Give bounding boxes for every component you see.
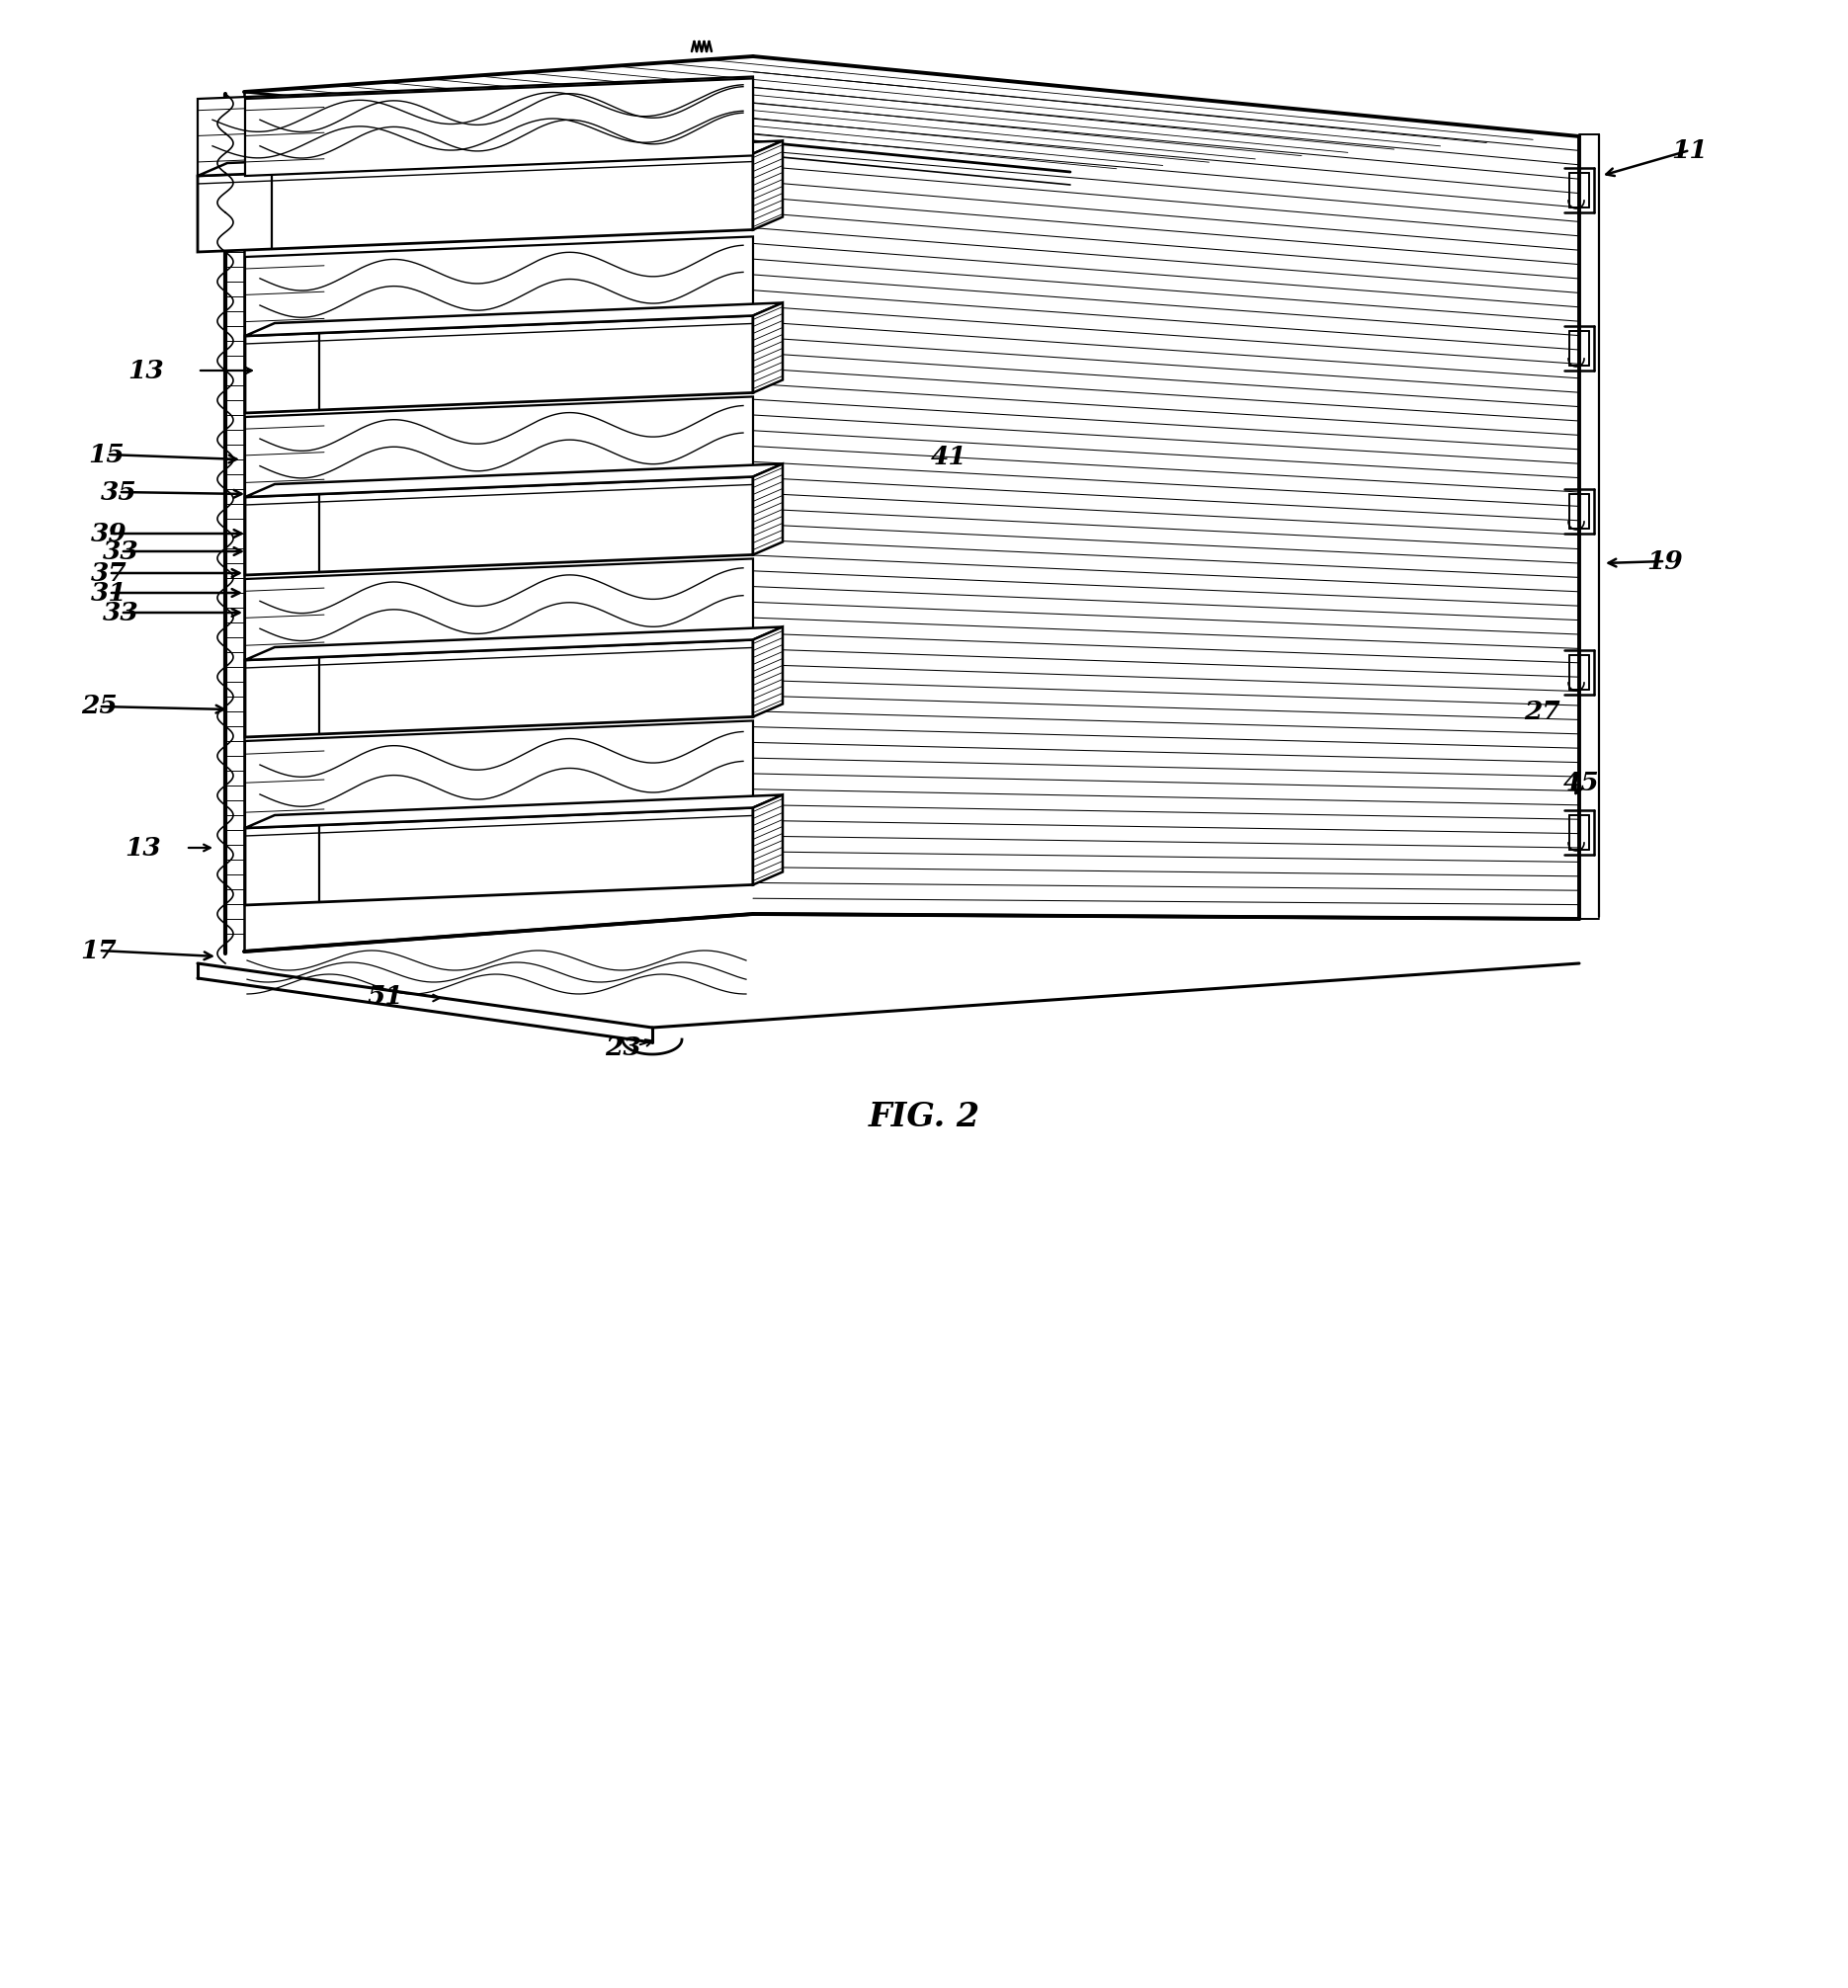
Polygon shape	[246, 477, 752, 575]
Polygon shape	[246, 463, 784, 497]
Polygon shape	[246, 807, 752, 905]
Text: 45: 45	[1563, 769, 1599, 795]
Text: 19: 19	[1647, 549, 1684, 575]
Text: 27: 27	[1523, 700, 1560, 724]
Polygon shape	[246, 626, 784, 660]
Polygon shape	[246, 316, 752, 414]
Polygon shape	[752, 626, 784, 718]
Polygon shape	[752, 463, 784, 555]
Text: 33: 33	[102, 539, 139, 565]
Text: 51: 51	[368, 984, 403, 1008]
Text: 23: 23	[604, 1036, 641, 1060]
Text: 33: 33	[102, 600, 139, 624]
Polygon shape	[246, 78, 752, 175]
Text: 11: 11	[1672, 137, 1708, 163]
Polygon shape	[246, 795, 784, 829]
Polygon shape	[246, 237, 752, 336]
Polygon shape	[198, 141, 784, 175]
Polygon shape	[752, 302, 784, 394]
Polygon shape	[198, 153, 752, 252]
Text: 13: 13	[126, 835, 161, 861]
Text: 31: 31	[91, 580, 128, 604]
Text: 39: 39	[91, 521, 128, 547]
Text: FIG. 2: FIG. 2	[869, 1099, 979, 1133]
Polygon shape	[246, 640, 752, 738]
Text: 13: 13	[128, 358, 164, 384]
Polygon shape	[246, 559, 752, 660]
Text: 41: 41	[931, 443, 967, 469]
Polygon shape	[198, 78, 752, 175]
Polygon shape	[246, 398, 752, 497]
Polygon shape	[752, 141, 784, 231]
Text: 15: 15	[89, 441, 126, 467]
Text: 37: 37	[91, 561, 128, 584]
Polygon shape	[246, 302, 784, 336]
Text: 25: 25	[81, 694, 116, 720]
Text: 35: 35	[100, 479, 137, 505]
Text: 17: 17	[81, 938, 116, 962]
Polygon shape	[752, 795, 784, 885]
Polygon shape	[246, 722, 752, 829]
